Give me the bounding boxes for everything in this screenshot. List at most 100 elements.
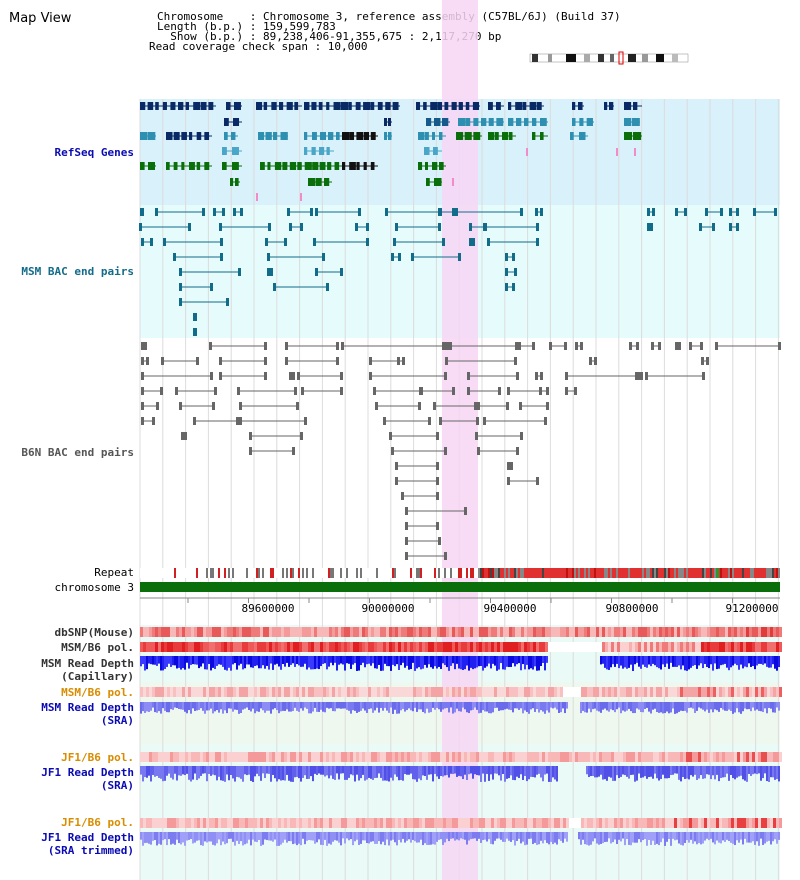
polymorphism-heat-strips[interactable]	[140, 627, 782, 828]
heat-cell	[653, 642, 656, 652]
read-depth-histograms[interactable]	[140, 656, 780, 846]
heat-cell	[293, 687, 296, 697]
heat-cell	[182, 627, 185, 637]
depth-bar	[590, 832, 592, 845]
track-label-msm-b6-pol[interactable]: MSM/B6 pol.	[61, 641, 134, 654]
depth-bar	[774, 656, 776, 669]
heat-cell	[146, 687, 149, 697]
depth-bar	[416, 702, 418, 712]
depth-bar	[458, 656, 460, 669]
heat-cell	[758, 687, 761, 697]
selected-region-highlight[interactable]	[442, 0, 478, 880]
track-label-jf1-pol-trimmed[interactable]: JF1/B6 pol.	[61, 816, 134, 829]
heat-cell	[491, 627, 494, 637]
depth-bar	[368, 832, 370, 844]
heat-cell	[614, 642, 617, 652]
depth-bar	[294, 656, 296, 667]
heat-cell	[215, 818, 218, 828]
heat-cell	[416, 818, 419, 828]
track-label-msm-depth-capillary[interactable]: MSM Read Depth	[41, 657, 134, 670]
repeat-element	[174, 568, 176, 578]
depth-bar	[514, 832, 516, 846]
depth-bar	[622, 832, 624, 839]
track-label-repeat[interactable]: Repeat	[94, 566, 134, 579]
heat-cell	[686, 627, 689, 637]
chromosome-bar[interactable]	[140, 582, 780, 592]
gene-exon	[189, 162, 195, 170]
heat-cell	[557, 687, 560, 697]
track-label-dbsnp[interactable]: dbSNP(Mouse)	[54, 626, 134, 639]
repeat-element	[582, 568, 584, 578]
depth-bar	[142, 656, 144, 665]
depth-bar	[578, 832, 580, 840]
heat-cell	[749, 818, 752, 828]
heat-cell	[683, 752, 686, 762]
depth-bar	[236, 702, 238, 710]
depth-bar	[296, 766, 298, 777]
heat-cell	[479, 818, 482, 828]
gene-exon	[304, 132, 308, 140]
chromosome-ideogram[interactable]	[529, 51, 689, 65]
depth-bar	[590, 702, 592, 713]
heat-cell	[497, 627, 500, 637]
bac-end	[249, 447, 252, 455]
track-label-jf1-pol[interactable]: JF1/B6 pol.	[61, 751, 134, 764]
track-label-jf1-depth-trimmed[interactable]: JF1 Read Depth	[41, 831, 134, 844]
track-label-chromosome[interactable]: chromosome 3	[54, 581, 134, 594]
gene-exon	[308, 178, 316, 186]
track-label-msm-depth-sra[interactable]: MSM Read Depth	[41, 701, 134, 714]
track-label-msm-b6-pol-sra[interactable]: MSM/B6 pol.	[61, 686, 134, 699]
depth-bar	[238, 832, 240, 844]
gene-exon	[579, 132, 586, 140]
heat-cell	[413, 687, 416, 697]
heat-cell	[458, 752, 461, 762]
heat-cell	[266, 642, 269, 652]
axis-tick-label: 90000000	[362, 602, 415, 615]
repeat-track-bar[interactable]	[140, 568, 780, 578]
heat-cell	[269, 752, 272, 762]
track-label-refseq[interactable]: RefSeq Genes	[54, 146, 134, 159]
heat-cell	[269, 818, 272, 828]
repeat-element	[522, 568, 524, 578]
heat-cell	[392, 627, 395, 637]
depth-bar	[174, 766, 176, 774]
depth-bar	[452, 656, 454, 664]
heat-cell	[671, 818, 674, 828]
bac-end	[188, 223, 191, 231]
depth-bar	[388, 656, 390, 667]
depth-bar	[470, 832, 472, 840]
depth-bar	[186, 766, 188, 774]
heat-cell	[353, 687, 356, 697]
gene-exon	[385, 102, 391, 110]
axis-tick-label: 90800000	[606, 602, 659, 615]
depth-bar	[344, 766, 346, 780]
depth-bar	[528, 766, 530, 780]
depth-bar	[470, 766, 472, 774]
heat-cell	[506, 818, 509, 828]
heat-cell	[602, 818, 605, 828]
heat-cell	[311, 752, 314, 762]
track-label-msm-bac[interactable]: MSM BAC end pairs	[21, 265, 134, 278]
heat-cell	[593, 752, 596, 762]
heat-cell	[143, 642, 146, 652]
depth-bar	[374, 766, 376, 778]
b6n-bac-end-pairs-features[interactable]	[141, 342, 781, 560]
heat-cell	[329, 687, 332, 697]
depth-bar	[166, 832, 168, 846]
heat-cell	[173, 687, 176, 697]
heat-cell	[200, 687, 203, 697]
heat-cell	[623, 627, 626, 637]
repeat-element	[210, 568, 212, 578]
track-label-jf1-depth-sra[interactable]: JF1 Read Depth	[41, 766, 134, 779]
track-label-b6n-bac[interactable]: B6N BAC end pairs	[21, 446, 134, 459]
depth-bar	[168, 766, 170, 774]
repeat-element	[676, 568, 678, 578]
refseq-genes-features[interactable]	[140, 102, 642, 201]
depth-bar	[342, 832, 344, 839]
heat-cell	[440, 687, 443, 697]
depth-bar	[674, 702, 676, 714]
msm-bac-end-pairs-features[interactable]	[139, 208, 777, 336]
heat-cell	[548, 687, 551, 697]
heat-cell	[539, 687, 542, 697]
